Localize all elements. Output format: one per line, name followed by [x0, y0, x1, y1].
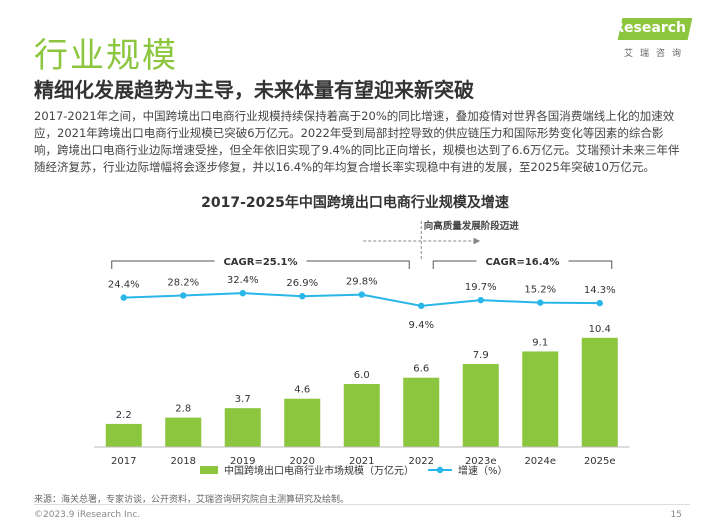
bar-value-label: 3.7	[235, 394, 251, 405]
x-tick-label: 2020	[290, 456, 315, 467]
x-tick-label: 2025e	[584, 456, 616, 467]
bar-2021	[343, 384, 380, 447]
page-subtitle: 精细化发展趋势为主导，未来体量有望迎来新突破	[34, 78, 474, 102]
growth-rate-label: 15.2%	[524, 285, 556, 296]
growth-rate-label: 14.3%	[584, 285, 616, 296]
cagr-label-bg	[214, 253, 307, 269]
legend-line-label: 增速（%）	[458, 464, 508, 477]
legend-line-marker	[436, 466, 444, 474]
iresearch-logo: iResearch 艾瑞咨询	[608, 18, 693, 64]
footer-divider	[34, 504, 690, 505]
page-title: 行业规模	[34, 36, 178, 76]
growth-rate-point	[180, 292, 187, 299]
growth-rate-label: 28.2%	[167, 277, 199, 288]
bar-2024e	[522, 351, 559, 447]
growth-rate-label: 24.4%	[108, 280, 140, 291]
bar-value-label: 9.1	[532, 337, 548, 348]
bar-value-label: 7.9	[473, 350, 489, 361]
growth-rate-label: 26.9%	[286, 278, 318, 289]
legend-bar-swatch	[200, 466, 218, 474]
bar-value-label: 6.6	[413, 364, 429, 375]
x-tick-label: 2024e	[524, 456, 556, 467]
growth-rate-point	[120, 294, 127, 301]
cagr-right-label: CAGR=16.4%	[485, 257, 559, 268]
cagr-label-bg	[476, 253, 569, 269]
growth-rate-point	[477, 296, 484, 304]
growth-rate-point	[537, 299, 544, 306]
x-tick-label: 2018	[171, 456, 196, 467]
stage-arrow-label: 向高质量发展阶段迈进	[424, 220, 520, 232]
page-number: 15	[670, 510, 682, 520]
logo-cn-text: 艾瑞咨询	[623, 49, 688, 59]
growth-rate-point	[239, 289, 246, 297]
x-tick-label: 2021	[349, 456, 374, 467]
copyright: ©2023.9 iResearch Inc.	[34, 510, 141, 520]
body-paragraph: 2017-2021年之间，中国跨境出口电商行业规模持续保持着高于20%的同比增速…	[34, 109, 680, 174]
x-tick-label: 2017	[111, 456, 136, 467]
growth-rate-label: 19.7%	[465, 282, 497, 293]
logo-text: iResearch	[608, 20, 686, 36]
x-tick-label: 2019	[230, 456, 255, 467]
bar-2025e	[581, 337, 618, 447]
bar-2022	[403, 377, 440, 447]
bar-2018	[165, 417, 202, 447]
bar-value-label: 2.8	[175, 404, 191, 415]
bar-2017	[105, 423, 142, 447]
bar-value-label: 4.6	[294, 385, 310, 396]
legend-bar-label: 中国跨境出口电商行业市场规模（万亿元）	[224, 464, 414, 477]
source-note: 来源：海关总署，专家访谈，公开资料，艾瑞咨询研究院自主测算研究及绘制。	[34, 495, 350, 505]
growth-rate-label: 9.4%	[409, 320, 434, 331]
bar-2023e	[462, 364, 499, 447]
x-tick-label: 2023e	[465, 456, 497, 467]
market-size-chart: CAGR=25.1% CAGR=16.4% 向高质量发展阶段迈进 2.2 2.8 3.7…	[94, 220, 630, 477]
bar-2019	[224, 408, 261, 447]
growth-rate-point	[418, 302, 425, 310]
x-tick-label: 2022	[409, 456, 434, 467]
growth-rate-label: 29.8%	[346, 277, 378, 288]
growth-rate-point	[358, 291, 365, 298]
growth-rate-point	[299, 293, 306, 300]
bar-2020	[284, 398, 321, 447]
growth-rate-point	[596, 299, 603, 307]
bar-value-label: 2.2	[116, 410, 132, 421]
bar-value-label: 10.4	[589, 324, 611, 335]
growth-rate-label: 32.4%	[227, 275, 259, 286]
bar-value-label: 6.0	[354, 370, 370, 381]
cagr-left-label: CAGR=25.1%	[223, 257, 297, 268]
chart-title: 2017-2025年中国跨境出口电商行业规模及增速	[201, 195, 509, 211]
